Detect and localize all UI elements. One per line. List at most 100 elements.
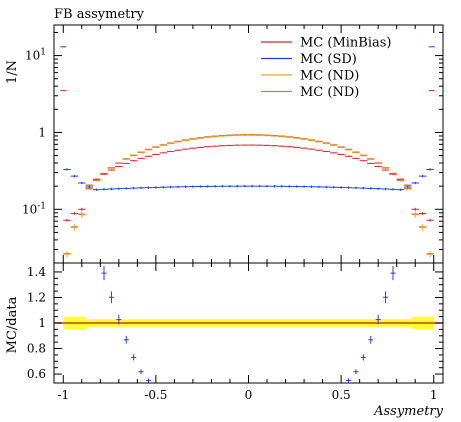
minbias-point xyxy=(330,152,338,154)
sd-point xyxy=(426,168,434,171)
sd-point xyxy=(315,185,323,189)
minbias-point xyxy=(255,144,264,146)
x-axis-label: Assymetry xyxy=(373,404,444,419)
sd-point xyxy=(418,174,427,178)
minbias-point xyxy=(181,148,190,150)
sd-point xyxy=(159,186,167,189)
y-tick-label: 1 xyxy=(38,125,46,139)
minbias-point xyxy=(144,155,153,157)
sd-point xyxy=(263,184,271,188)
ratio-point xyxy=(131,354,137,361)
sd-point xyxy=(322,185,331,189)
sd-point xyxy=(144,186,153,189)
sd-point xyxy=(352,186,360,190)
minbias-point xyxy=(63,218,71,222)
sd-point xyxy=(270,185,279,188)
nd-point xyxy=(78,211,86,218)
ratio-y-tick-label: 1 xyxy=(38,316,46,330)
sd-point xyxy=(248,184,256,188)
legend-label: MC (SD) xyxy=(300,52,357,67)
sd-point xyxy=(307,185,316,188)
ratio-point xyxy=(368,335,374,344)
sd-point xyxy=(174,185,182,189)
nd-point xyxy=(63,251,71,258)
minbias-point xyxy=(389,173,397,175)
chart-title: FB assymetry xyxy=(54,7,145,22)
minbias-point xyxy=(381,169,390,171)
sd-point xyxy=(181,185,190,188)
sd-point xyxy=(404,185,412,189)
sd-point xyxy=(92,188,101,191)
minbias-point xyxy=(233,144,242,146)
ratio-point xyxy=(383,291,389,304)
minbias-point xyxy=(174,149,182,151)
minbias-point xyxy=(159,152,167,154)
minbias-point xyxy=(322,150,331,153)
sd-point xyxy=(344,186,353,189)
minbias-point xyxy=(278,145,286,147)
sd-point xyxy=(78,181,86,185)
ratio-point xyxy=(101,266,107,281)
sd-point xyxy=(189,185,197,188)
nd-point xyxy=(411,211,419,218)
ratio-y-tick-label: 0.8 xyxy=(27,342,46,356)
sd-point xyxy=(107,187,116,191)
ratio-point xyxy=(123,335,129,344)
bottom-panel-axes: 0.6 0.8 1 1.2 1.4 -1 -0.5 0 0.5 1 xyxy=(27,263,443,402)
sd-point xyxy=(137,186,145,190)
sd-point xyxy=(359,186,368,190)
top-panel-data xyxy=(60,46,435,258)
minbias-point xyxy=(129,160,138,162)
sd-point xyxy=(278,185,286,188)
minbias-point xyxy=(107,169,116,171)
sd-point xyxy=(152,186,160,189)
y-tick-label: 10-1 xyxy=(22,201,46,216)
sd-point xyxy=(85,185,93,189)
x-tick-label: 0.5 xyxy=(332,388,351,402)
sd-point xyxy=(100,188,108,191)
minbias-point xyxy=(122,162,130,164)
ratio-y-tick-label: 1.2 xyxy=(27,290,46,304)
legend-label: MC (ND) xyxy=(300,85,359,100)
minbias-point xyxy=(70,212,79,216)
minbias-point xyxy=(248,144,256,146)
legend-label: MC (ND) xyxy=(300,69,359,84)
legend: MC (MinBias)MC (SD) MC (ND)MC (ND) xyxy=(261,36,392,100)
minbias-point xyxy=(344,155,353,157)
minbias-point xyxy=(204,146,212,148)
sd-point xyxy=(411,181,419,185)
minbias-point xyxy=(315,149,323,151)
sd-point xyxy=(285,185,293,188)
ratio-point xyxy=(145,378,151,383)
minbias-point xyxy=(285,146,293,148)
sd-point xyxy=(389,188,397,191)
sd-point xyxy=(218,185,227,188)
minbias-point xyxy=(78,207,86,211)
minbias-point xyxy=(374,165,382,168)
minbias-point xyxy=(100,173,108,175)
minbias-point xyxy=(115,165,123,168)
sd-point xyxy=(381,187,390,191)
sd-point xyxy=(226,184,234,188)
minbias-point xyxy=(241,144,249,146)
minbias-point xyxy=(307,148,316,150)
minbias-point xyxy=(211,145,219,147)
ratio-point xyxy=(108,291,114,304)
top-panel-axes: 10-1 1 101 xyxy=(22,25,443,264)
sd-point xyxy=(115,187,123,190)
sd-point xyxy=(241,184,249,188)
ratio-point xyxy=(360,354,366,361)
minbias-point xyxy=(85,184,93,186)
minbias-point xyxy=(92,178,101,180)
minbias-point xyxy=(152,153,160,156)
ratio-point xyxy=(375,314,381,325)
minbias-point xyxy=(426,218,434,222)
minbias-point xyxy=(292,146,301,148)
sd-point xyxy=(122,187,130,190)
ratio-point xyxy=(116,314,122,325)
sd-point xyxy=(70,174,79,178)
minbias-point xyxy=(418,212,427,216)
minbias-point xyxy=(404,184,412,186)
y-tick-label: 101 xyxy=(25,48,46,63)
legend-label: MC (MinBias) xyxy=(300,36,392,51)
